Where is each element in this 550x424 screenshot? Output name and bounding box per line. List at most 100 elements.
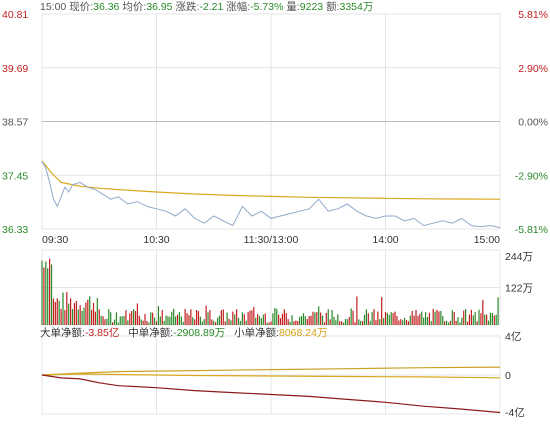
- volume-bar: [186, 313, 188, 325]
- volume-bar: [165, 315, 167, 325]
- volume-bar: [197, 311, 200, 325]
- volume-bar: [363, 314, 366, 325]
- big-flow-label: 大单净额:: [40, 327, 85, 339]
- volume-bar: [110, 312, 112, 325]
- volume-bar: [127, 320, 129, 325]
- price-tick-label: 40.81: [2, 9, 28, 21]
- volume-bar: [306, 319, 308, 325]
- volume-bar: [478, 309, 480, 325]
- volume-bar: [403, 317, 406, 325]
- volume-bar: [209, 310, 211, 325]
- pct-tick-label: 0.00%: [518, 117, 548, 129]
- volume-bar: [60, 308, 62, 325]
- volume-bar: [468, 314, 471, 325]
- volume-tick-label: 244万: [505, 251, 533, 263]
- volume-bar: [312, 311, 314, 325]
- price-tick-label: 38.57: [2, 117, 28, 129]
- flow-tick-label: 0: [505, 370, 511, 382]
- volume-bar: [489, 312, 492, 325]
- flow-tick-label: -4亿: [505, 406, 525, 419]
- volume-bar: [396, 316, 398, 325]
- close-label: 现价:: [69, 1, 94, 13]
- volume-bar: [392, 313, 394, 325]
- time-tick-label: 10:30: [143, 234, 169, 246]
- volume-bar: [497, 297, 499, 325]
- pct-label: 涨幅:: [226, 1, 251, 13]
- volume-bar: [362, 321, 364, 325]
- volume-bar: [445, 320, 448, 325]
- volume-bar: [213, 320, 215, 325]
- volume-bar: [157, 306, 160, 325]
- volume-bar: [148, 322, 150, 325]
- volume-bar: [342, 322, 345, 325]
- volume-bar: [131, 311, 133, 325]
- volume-bar: [272, 313, 274, 325]
- volume-bar: [386, 312, 389, 325]
- volume-bar: [314, 312, 316, 325]
- volume-bar: [457, 317, 459, 325]
- volume-bar: [87, 299, 89, 325]
- volume-bar: [436, 309, 438, 325]
- volume-bar: [251, 310, 253, 325]
- volume-bar: [146, 321, 148, 325]
- volume-bar: [287, 319, 289, 325]
- volume-bar: [71, 309, 74, 325]
- volume-bar: [381, 297, 383, 325]
- volume-bar: [310, 315, 312, 325]
- volume-bar: [47, 268, 49, 325]
- avg-price-line: [41, 160, 501, 200]
- volume-bar: [337, 314, 339, 325]
- change-value: -2.21: [199, 1, 224, 13]
- volume-bar: [323, 322, 326, 325]
- volume-bar: [188, 315, 190, 325]
- fund-flow-summary: 大单净额:-3.85亿 中单净额:-2908.89万 小单净额:8068.24万: [40, 325, 333, 340]
- volume-bar: [245, 320, 247, 325]
- volume-bar: [255, 317, 257, 325]
- price-tick-label: 36.33: [2, 224, 28, 236]
- small-flow-label: 小单净额:: [234, 327, 279, 339]
- volume-bar: [266, 322, 268, 325]
- volume-bar: [207, 312, 209, 325]
- volume-bar: [83, 307, 85, 325]
- volume-bar: [451, 310, 453, 325]
- volume-bar: [407, 321, 409, 325]
- volume-bar: [320, 312, 322, 325]
- volume-bar: [276, 308, 278, 325]
- volume-bar: [339, 321, 341, 325]
- volume-bar: [129, 313, 131, 325]
- volume-bar: [327, 309, 329, 325]
- volume-bar: [329, 319, 331, 325]
- volume-bar: [358, 319, 360, 325]
- small-flow-value: 8068.24万: [279, 327, 328, 339]
- volume-bar: [108, 309, 110, 325]
- time-tick-label: 09:30: [42, 234, 68, 246]
- volume-bar: [281, 313, 284, 325]
- volume-bar: [41, 260, 43, 325]
- volume-bar: [419, 313, 421, 325]
- volume-bar: [278, 314, 280, 325]
- volume-bar: [415, 309, 417, 325]
- volume-bar: [453, 311, 455, 325]
- volume-bar: [85, 302, 87, 325]
- volume-bar: [258, 316, 261, 325]
- volume-bar: [270, 321, 272, 325]
- volume-bar: [234, 314, 236, 325]
- time-tick-label: 15:00: [474, 234, 500, 246]
- volume-bar: [413, 315, 415, 325]
- volume-bar: [491, 312, 493, 325]
- volume-bar: [52, 298, 55, 325]
- volume-bar: [237, 317, 240, 325]
- volume-bar: [486, 314, 488, 325]
- volume-bar: [449, 320, 451, 325]
- volume-bar: [402, 320, 404, 325]
- volume-bar: [354, 322, 356, 325]
- volume-bar: [89, 296, 91, 325]
- volume-bar: [153, 317, 156, 325]
- volume-bar: [50, 264, 53, 325]
- close-value: 36.36: [93, 1, 120, 13]
- volume-bar: [152, 312, 154, 325]
- volume-bar: [117, 322, 119, 325]
- volume-bar: [426, 317, 429, 325]
- volume-bar: [173, 308, 175, 325]
